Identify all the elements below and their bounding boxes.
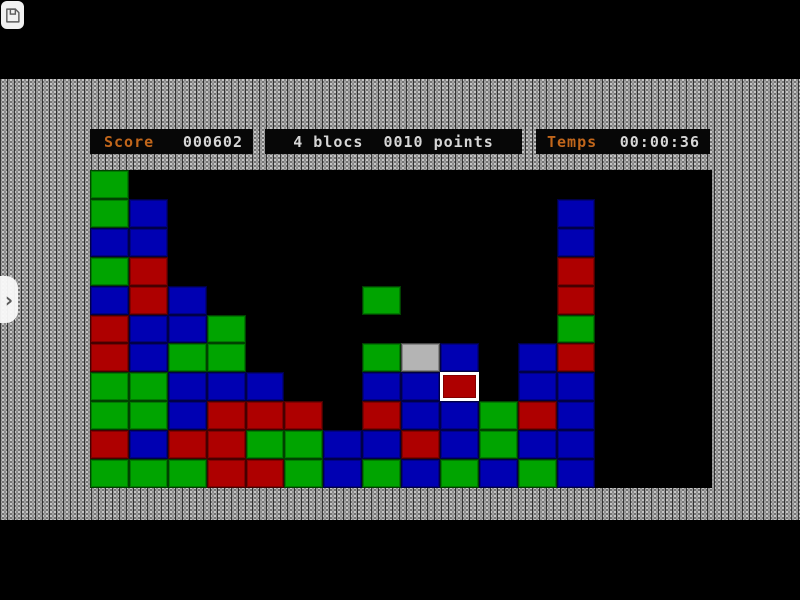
selection-info-panel: 4 blocs 0010 points bbox=[265, 129, 522, 154]
game-block[interactable] bbox=[128, 256, 168, 286]
save-button[interactable] bbox=[1, 1, 24, 29]
game-block[interactable] bbox=[556, 227, 596, 257]
game-block[interactable] bbox=[206, 314, 246, 344]
game-block[interactable] bbox=[90, 256, 129, 286]
game-block[interactable] bbox=[206, 372, 246, 402]
game-block[interactable] bbox=[90, 314, 129, 344]
game-block[interactable] bbox=[206, 430, 246, 460]
selection-points-value: 0010 points bbox=[383, 132, 494, 151]
game-block[interactable] bbox=[128, 285, 168, 315]
game-block[interactable] bbox=[90, 198, 129, 228]
time-value: 00:00:36 bbox=[619, 132, 700, 151]
game-block[interactable] bbox=[439, 401, 479, 431]
game-block[interactable] bbox=[556, 256, 596, 286]
game-block[interactable] bbox=[401, 343, 440, 373]
game-block[interactable] bbox=[90, 170, 129, 199]
game-block[interactable] bbox=[167, 430, 207, 460]
game-block[interactable] bbox=[478, 459, 518, 488]
game-block[interactable] bbox=[362, 459, 401, 488]
game-block[interactable] bbox=[167, 401, 207, 431]
game-block[interactable] bbox=[206, 459, 246, 488]
game-block[interactable] bbox=[167, 314, 207, 344]
game-block[interactable] bbox=[245, 430, 285, 460]
game-block[interactable] bbox=[90, 459, 129, 488]
time-label: Temps bbox=[547, 132, 598, 151]
side-drawer-tab[interactable]: › bbox=[0, 276, 18, 323]
game-block[interactable] bbox=[128, 459, 168, 488]
game-block[interactable] bbox=[439, 343, 479, 373]
game-block[interactable] bbox=[90, 372, 129, 402]
game-block[interactable] bbox=[439, 459, 479, 488]
game-block[interactable] bbox=[517, 401, 557, 431]
game-block[interactable] bbox=[128, 343, 168, 373]
game-block[interactable] bbox=[284, 430, 324, 460]
game-block[interactable] bbox=[362, 372, 401, 402]
game-block[interactable] bbox=[284, 459, 324, 488]
game-block[interactable] bbox=[90, 430, 129, 460]
score-panel: Score 000602 bbox=[90, 129, 253, 154]
game-block[interactable] bbox=[401, 372, 440, 402]
game-block[interactable] bbox=[167, 459, 207, 488]
game-block[interactable] bbox=[90, 227, 129, 257]
game-block[interactable] bbox=[556, 372, 596, 402]
bottom-black-bar bbox=[0, 520, 800, 600]
game-block[interactable] bbox=[245, 459, 285, 488]
top-black-bar bbox=[0, 0, 800, 79]
game-block[interactable] bbox=[206, 401, 246, 431]
game-block[interactable] bbox=[167, 343, 207, 373]
game-block[interactable] bbox=[517, 343, 557, 373]
game-block[interactable] bbox=[128, 430, 168, 460]
game-block[interactable] bbox=[245, 372, 285, 402]
game-block[interactable] bbox=[128, 227, 168, 257]
game-block[interactable] bbox=[556, 459, 596, 488]
game-block[interactable] bbox=[401, 401, 440, 431]
selected-block[interactable] bbox=[439, 372, 479, 402]
game-block[interactable] bbox=[556, 285, 596, 315]
game-block[interactable] bbox=[323, 430, 363, 460]
game-block[interactable] bbox=[401, 459, 440, 488]
game-block[interactable] bbox=[556, 198, 596, 228]
game-block[interactable] bbox=[206, 343, 246, 373]
game-block[interactable] bbox=[90, 401, 129, 431]
game-block[interactable] bbox=[90, 343, 129, 373]
game-block[interactable] bbox=[556, 343, 596, 373]
game-block[interactable] bbox=[128, 401, 168, 431]
game-board bbox=[90, 170, 712, 488]
chevron-right-icon: › bbox=[4, 287, 14, 312]
game-block[interactable] bbox=[245, 401, 285, 431]
game-block[interactable] bbox=[90, 285, 129, 315]
time-panel: Temps 00:00:36 bbox=[536, 129, 710, 154]
game-block[interactable] bbox=[362, 285, 401, 315]
game-block[interactable] bbox=[362, 430, 401, 460]
game-block[interactable] bbox=[556, 401, 596, 431]
game-block[interactable] bbox=[439, 430, 479, 460]
floppy-disk-icon bbox=[4, 7, 21, 24]
game-block[interactable] bbox=[362, 401, 401, 431]
game-block[interactable] bbox=[128, 372, 168, 402]
score-value: 000602 bbox=[182, 132, 243, 151]
game-block[interactable] bbox=[517, 372, 557, 402]
game-block[interactable] bbox=[167, 285, 207, 315]
game-block[interactable] bbox=[323, 459, 363, 488]
game-block[interactable] bbox=[401, 430, 440, 460]
game-block[interactable] bbox=[167, 372, 207, 402]
score-label: Score bbox=[104, 132, 155, 151]
game-block[interactable] bbox=[556, 314, 596, 344]
game-block[interactable] bbox=[478, 401, 518, 431]
game-block[interactable] bbox=[517, 430, 557, 460]
game-block[interactable] bbox=[517, 459, 557, 488]
game-block[interactable] bbox=[362, 343, 401, 373]
selection-blocks-count: 4 blocs bbox=[293, 132, 364, 151]
game-block[interactable] bbox=[128, 198, 168, 228]
game-block[interactable] bbox=[128, 314, 168, 344]
game-block[interactable] bbox=[556, 430, 596, 460]
game-block[interactable] bbox=[478, 430, 518, 460]
game-block[interactable] bbox=[284, 401, 324, 431]
